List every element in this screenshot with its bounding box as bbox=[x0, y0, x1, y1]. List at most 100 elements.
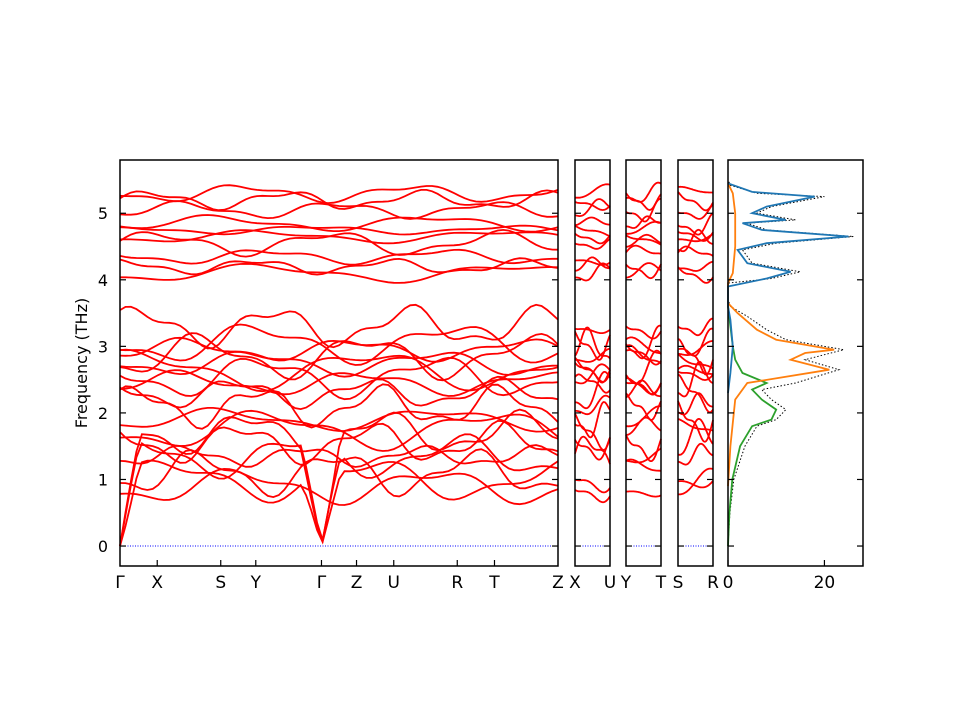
phonon-band-line bbox=[574, 201, 611, 211]
acoustic-band-line bbox=[119, 408, 559, 547]
phonon-band-line bbox=[626, 233, 662, 248]
phonon-band-line bbox=[119, 350, 559, 378]
kpoint-label: T bbox=[488, 573, 500, 593]
phonon-band-line bbox=[574, 363, 611, 385]
kpoint-label: R bbox=[707, 573, 719, 593]
phonon-band-line bbox=[575, 256, 610, 272]
band-panel-frame bbox=[574, 159, 611, 567]
y-axis-label-group: Frequency (THz) bbox=[72, 298, 91, 428]
kpoint-label: Γ bbox=[115, 573, 125, 593]
kpoint-label: S bbox=[215, 573, 226, 593]
phonon-band-line bbox=[574, 436, 611, 461]
phonon-band-line bbox=[119, 189, 559, 212]
phonon-band-line bbox=[678, 233, 714, 243]
phonon-band-line bbox=[677, 266, 714, 284]
phonon-band-line bbox=[677, 418, 714, 456]
phonon-band-line bbox=[119, 419, 559, 466]
kpoint-label: S bbox=[673, 573, 684, 593]
phonon-band-line bbox=[574, 489, 611, 504]
dos-panel-frame bbox=[727, 159, 864, 567]
phonon-band-line bbox=[119, 229, 559, 245]
phonon-band-line bbox=[678, 340, 713, 356]
phonon-band-line bbox=[574, 224, 611, 238]
phonon-band-line bbox=[625, 381, 662, 395]
phonon-band-line bbox=[119, 257, 559, 276]
phonon-band-line bbox=[119, 323, 559, 366]
phonon-band-line bbox=[625, 263, 662, 280]
phonon-band-line bbox=[677, 418, 714, 432]
phonon-band-line bbox=[625, 405, 661, 428]
phonon-band-line bbox=[119, 409, 559, 452]
phonon-band-line bbox=[625, 244, 662, 255]
phonon-band-line bbox=[677, 353, 714, 370]
phonon-band-line bbox=[574, 362, 611, 383]
phonon-band-line bbox=[625, 458, 661, 472]
phonon-band-line bbox=[575, 216, 611, 227]
phonon-band-line bbox=[626, 181, 662, 203]
phonon-band-line bbox=[625, 336, 661, 355]
kpoint-label: X bbox=[569, 573, 581, 593]
phonon-band-line bbox=[625, 234, 662, 246]
phonon-band-line bbox=[574, 373, 611, 394]
y-tick-label: 0 bbox=[98, 537, 108, 556]
phonon-band-line bbox=[677, 191, 714, 212]
phonon-band-line bbox=[677, 212, 714, 236]
phonon-band-line bbox=[625, 325, 662, 340]
y-tick-label: 4 bbox=[98, 271, 108, 290]
phonon-band-line bbox=[574, 371, 611, 410]
phonon-band-line bbox=[119, 214, 559, 233]
phonon-band-line bbox=[574, 401, 611, 439]
kpoint-label: X bbox=[151, 573, 163, 593]
phonon-band-line bbox=[119, 303, 559, 350]
phonon-band-line bbox=[677, 373, 714, 414]
phonon-band-line bbox=[119, 336, 559, 363]
band-panel-frame bbox=[119, 159, 559, 567]
phonon-band-line bbox=[626, 324, 662, 360]
phonon-band-line bbox=[574, 198, 611, 217]
phonon-band-line bbox=[574, 326, 611, 360]
acoustic-band-line bbox=[119, 459, 559, 547]
y-tick-label: 3 bbox=[98, 337, 108, 356]
phonon-band-line bbox=[626, 349, 662, 385]
phonon-band-line bbox=[574, 328, 611, 334]
phonon-band-line bbox=[625, 215, 662, 229]
kpoint-label: U bbox=[388, 573, 400, 593]
band-panel-frame bbox=[677, 159, 714, 567]
dos-series-line bbox=[727, 182, 835, 487]
phonon-band-line bbox=[677, 185, 713, 194]
phonon-band-line bbox=[120, 262, 559, 284]
phonon-band-line bbox=[119, 224, 559, 236]
y-axis-label: Frequency (THz) bbox=[72, 298, 91, 428]
phonon-band-line bbox=[574, 238, 611, 250]
dos-x-tick-label: 0 bbox=[723, 573, 734, 593]
phonon-band-line bbox=[575, 183, 611, 199]
phonon-band-line bbox=[119, 467, 559, 506]
phonon-band-line bbox=[677, 360, 714, 398]
phonon-band-line bbox=[677, 231, 714, 242]
y-tick-label: 2 bbox=[98, 404, 108, 423]
kpoint-label: Y bbox=[250, 573, 262, 593]
kpoint-label: Z bbox=[552, 573, 564, 593]
phonon-band-line bbox=[574, 478, 611, 494]
phonon-band-line bbox=[119, 369, 559, 397]
y-tick-label: 1 bbox=[98, 470, 108, 489]
phonon-band-line bbox=[575, 259, 611, 266]
acoustic-band-line bbox=[119, 433, 559, 547]
phonon-band-line bbox=[678, 442, 714, 466]
phonon-band-line bbox=[119, 248, 558, 266]
dos-x-tick-label: 20 bbox=[814, 573, 836, 593]
dos-series-line bbox=[727, 306, 778, 547]
phonon-band-line bbox=[626, 262, 662, 279]
phonon-band-line bbox=[119, 200, 559, 220]
phonon-band-line bbox=[119, 407, 559, 433]
band-panel-frame bbox=[625, 159, 662, 567]
dos-series-line bbox=[727, 182, 849, 394]
phonon-band-line bbox=[677, 203, 714, 220]
phonon-band-line bbox=[625, 434, 662, 462]
phonon-band-line bbox=[625, 392, 662, 421]
kpoint-label: Y bbox=[620, 573, 632, 593]
phonon-band-line bbox=[677, 370, 714, 381]
